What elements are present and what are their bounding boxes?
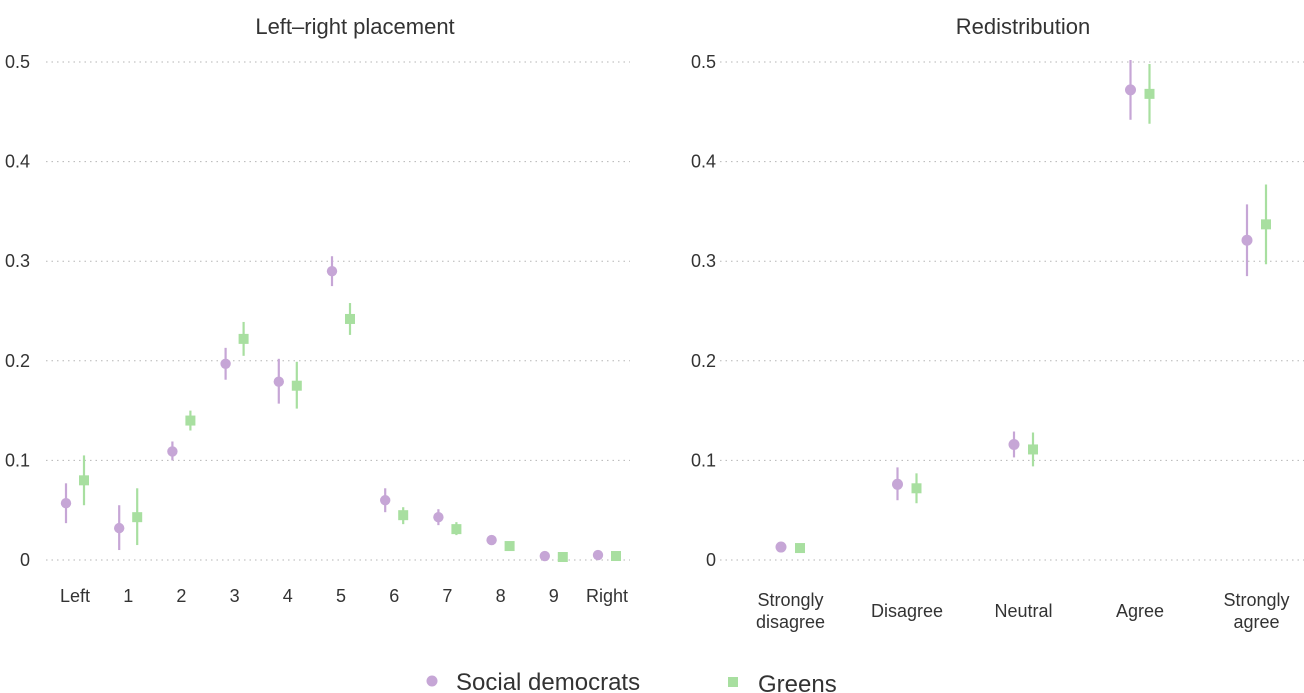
legend-marker-greens xyxy=(728,677,738,687)
x-tick-label: 5 xyxy=(336,586,346,606)
point-greens xyxy=(291,380,302,391)
x-axis-redistribution: Strongly disagree Disagree Neutral Agree Stro… xyxy=(756,590,1290,632)
point-greens xyxy=(795,543,805,554)
point-greens xyxy=(557,552,568,563)
y-tick-label: 0 xyxy=(706,550,716,570)
y-tick-label: 0.5 xyxy=(691,52,716,72)
point-greens xyxy=(451,524,462,535)
point-greens xyxy=(132,512,143,523)
legend: Social democrats Greens xyxy=(426,669,837,693)
x-tick-label: 4 xyxy=(283,586,293,606)
x-tick-label: Strongly disagree xyxy=(756,590,825,632)
point-greens xyxy=(398,510,409,521)
point-social-democrats xyxy=(892,478,903,490)
point-social-democrats xyxy=(114,522,125,534)
point-greens xyxy=(1028,444,1038,455)
x-tick-label: Right xyxy=(586,586,628,606)
x-axis-left-right: Left 1 2 3 4 5 6 7 8 9 Right xyxy=(60,586,628,606)
y-axis-left-right: 0 0.1 0.2 0.3 0.4 0.5 xyxy=(5,52,30,570)
point-social-democrats xyxy=(1241,234,1253,246)
point-greens xyxy=(504,541,515,552)
y-tick-label: 0 xyxy=(20,550,30,570)
point-social-democrats xyxy=(486,534,497,546)
x-tick-label: 3 xyxy=(230,586,240,606)
point-social-democrats xyxy=(433,511,444,523)
x-tick-label: 2 xyxy=(176,586,186,606)
point-social-democrats xyxy=(60,498,72,509)
panel-title-redistribution: Redistribution xyxy=(956,14,1091,39)
y-tick-label: 0.1 xyxy=(691,450,716,470)
point-social-democrats xyxy=(775,541,787,553)
legend-marker-social-democrats xyxy=(426,675,438,687)
x-tick-label: Agree xyxy=(1116,601,1164,621)
point-social-democrats xyxy=(1125,84,1136,96)
y-tick-label: 0.3 xyxy=(691,251,716,271)
x-tick-label: 9 xyxy=(549,586,559,606)
marks-left-right xyxy=(60,256,621,563)
point-greens xyxy=(185,415,196,426)
y-tick-label: 0.4 xyxy=(5,152,30,172)
point-greens xyxy=(238,333,249,344)
panel-redistribution: Redistribution 0 0.1 0.2 0.3 0.4 0.5 Strongly… xyxy=(691,14,1304,632)
legend-label-greens: Greens xyxy=(758,671,837,693)
point-social-democrats xyxy=(539,550,550,562)
x-tick-label: 8 xyxy=(496,586,506,606)
y-tick-label: 0.3 xyxy=(5,251,30,271)
point-social-democrats xyxy=(380,495,391,506)
point-greens xyxy=(1261,219,1271,230)
marks-redistribution xyxy=(775,60,1271,554)
panel-left-right-placement: Left–right placement 0 0.1 0.2 0.3 0.4 0.5 Le… xyxy=(5,14,630,606)
x-tick-label: 1 xyxy=(123,586,133,606)
point-greens xyxy=(911,483,922,494)
x-tick-label: 7 xyxy=(442,586,452,606)
gridlines-redistribution xyxy=(720,61,1304,561)
y-tick-label: 0.2 xyxy=(5,351,30,371)
x-tick-label: 6 xyxy=(389,586,399,606)
point-greens xyxy=(1144,88,1155,99)
x-tick-label: Strongly agree xyxy=(1223,590,1289,632)
point-social-democrats xyxy=(1008,438,1020,450)
point-social-democrats xyxy=(220,358,231,369)
point-greens xyxy=(345,313,355,324)
point-social-democrats xyxy=(167,446,178,457)
y-axis-redistribution: 0 0.1 0.2 0.3 0.4 0.5 xyxy=(691,52,716,570)
gridlines-left-right xyxy=(46,61,630,561)
panel-title-left-right: Left–right placement xyxy=(255,14,454,39)
x-tick-label: Disagree xyxy=(871,601,943,621)
point-social-democrats xyxy=(326,265,338,277)
y-tick-label: 0.4 xyxy=(691,152,716,172)
point-social-democrats xyxy=(592,549,604,561)
point-social-democrats xyxy=(273,376,284,387)
x-tick-label: Left xyxy=(60,586,90,606)
y-tick-label: 0.2 xyxy=(691,351,716,371)
y-tick-label: 0.1 xyxy=(5,450,30,470)
legend-label-social-democrats: Social democrats xyxy=(456,669,640,693)
point-greens xyxy=(611,551,621,562)
point-greens xyxy=(79,475,89,486)
x-tick-label: Neutral xyxy=(994,601,1052,621)
y-tick-label: 0.5 xyxy=(5,52,30,72)
